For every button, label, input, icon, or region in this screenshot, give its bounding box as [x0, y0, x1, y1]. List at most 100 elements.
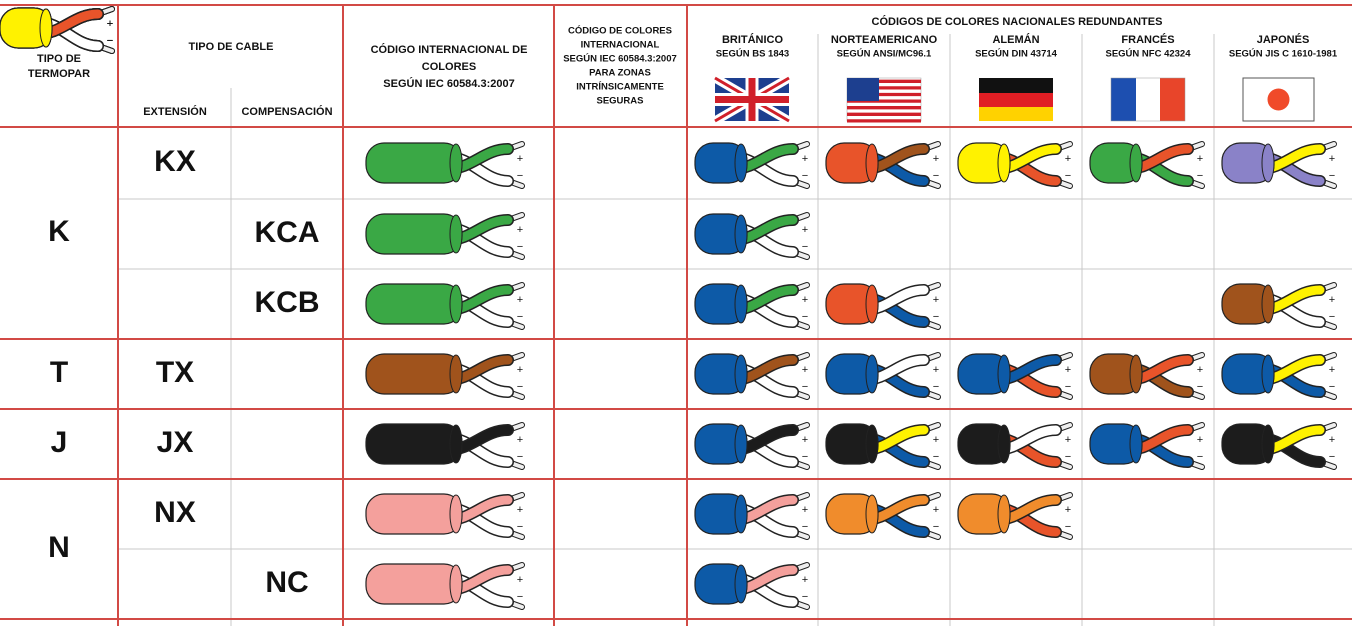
minus-sign: −: [517, 381, 523, 393]
header-label: SEGÚN IEC 60584.3:2007: [383, 77, 514, 90]
jacket-end: [1129, 354, 1143, 394]
country-name: NORTEAMERICANO: [831, 34, 938, 46]
jacket-end: [1261, 284, 1275, 324]
minus-sign: −: [517, 521, 523, 533]
plus-sign: +: [1065, 364, 1071, 376]
header-label: CÓDIGO INTERNACIONAL DE: [371, 43, 528, 56]
cable-icon: +−: [957, 492, 1073, 540]
country-name: JAPONÉS: [1257, 33, 1310, 46]
thermocouple-type: N: [48, 531, 70, 564]
cable-code: JX: [157, 426, 194, 459]
minus-sign: −: [1197, 381, 1203, 393]
jacket-end: [1261, 354, 1275, 394]
cable-icon: +−: [1089, 352, 1205, 400]
cable-icon: +−: [1221, 282, 1337, 330]
minus-sign: −: [933, 311, 939, 323]
plus-sign: +: [1329, 153, 1335, 165]
country-standard: SEGÚN NFC 42324: [1105, 48, 1191, 60]
cable-code: TX: [156, 356, 194, 389]
minus-sign: −: [802, 381, 808, 393]
minus-sign: −: [802, 241, 808, 253]
cable-icon: +−: [694, 282, 810, 330]
header-label: TIPO DE CABLE: [189, 41, 274, 53]
plus-sign: +: [1329, 294, 1335, 306]
jacket-end: [1261, 143, 1275, 183]
jacket: [365, 213, 463, 255]
jacket-end: [734, 214, 748, 254]
plus-sign: +: [933, 504, 939, 516]
jacket-end: [39, 8, 53, 48]
jacket-end: [865, 424, 879, 464]
plus-sign: +: [107, 18, 113, 30]
flag-jp: [1242, 77, 1315, 122]
jacket-end: [734, 564, 748, 604]
cable-icon: +−: [365, 422, 525, 470]
flags: [712, 74, 1315, 125]
minus-sign: −: [1329, 170, 1335, 182]
jacket: [365, 563, 463, 605]
jacket-end: [997, 354, 1011, 394]
plus-sign: +: [802, 434, 808, 446]
plus-sign: +: [517, 364, 523, 376]
plus-sign: +: [1197, 364, 1203, 376]
cable-icon: +−: [694, 212, 810, 260]
plus-sign: +: [1065, 153, 1071, 165]
flag-uk: [712, 74, 792, 125]
plus-sign: +: [107, 18, 113, 30]
minus-sign: −: [1065, 521, 1071, 533]
cable-icon: +−: [365, 562, 525, 610]
plus-sign: +: [1065, 434, 1071, 446]
cable-icon: +−: [694, 422, 810, 470]
plus-sign: +: [933, 294, 939, 306]
minus-sign: −: [933, 451, 939, 463]
plus-sign: +: [1329, 434, 1335, 446]
thermocouple-type: J: [51, 426, 68, 459]
jacket-end: [449, 424, 463, 464]
jacket-end: [865, 284, 879, 324]
jacket-end: [734, 494, 748, 534]
cable-icon: +−: [1221, 422, 1337, 470]
jacket-end: [449, 143, 463, 183]
flag-fr: [1110, 77, 1186, 122]
jacket-end: [997, 143, 1011, 183]
header-label: EXTENSIÓN: [143, 105, 207, 118]
plus-sign: +: [517, 153, 523, 165]
country-name: BRITÁNICO: [722, 33, 784, 46]
minus-sign: −: [1197, 451, 1203, 463]
minus-sign: −: [802, 451, 808, 463]
plus-sign: +: [1197, 153, 1203, 165]
cable-icon: +−: [825, 492, 941, 540]
cable-code: KCB: [255, 286, 320, 319]
jacket-end: [449, 494, 463, 534]
cable-icon: +−: [365, 212, 525, 260]
cable-code: KCA: [255, 216, 320, 249]
cable-icon: +−: [1089, 141, 1205, 189]
jacket-end: [865, 494, 879, 534]
jacket-end: [865, 143, 879, 183]
plus-sign: +: [802, 364, 808, 376]
jacket-end: [1261, 424, 1275, 464]
jacket: [365, 493, 463, 535]
header-label: COMPENSACIÓN: [241, 105, 332, 118]
jacket-end: [449, 214, 463, 254]
cable-icon: +−: [957, 422, 1073, 470]
plus-sign: +: [517, 504, 523, 516]
country-standard: SEGÚN DIN 43714: [975, 48, 1058, 60]
minus-sign: −: [1329, 381, 1335, 393]
header-label: TIPO DE: [37, 53, 81, 65]
country-name: ALEMÁN: [992, 33, 1039, 46]
flag-us: [846, 77, 922, 123]
cable-icon: +−: [365, 282, 525, 330]
header-label: PARA ZONAS: [589, 68, 651, 79]
header-label: COLORES: [422, 61, 476, 73]
plus-sign: +: [802, 504, 808, 516]
plus-sign: +: [517, 294, 523, 306]
minus-sign: −: [517, 241, 523, 253]
flag-de: [979, 78, 1053, 121]
plus-sign: +: [1329, 364, 1335, 376]
minus-sign: −: [1065, 451, 1071, 463]
minus-sign: −: [933, 521, 939, 533]
plus-sign: +: [933, 434, 939, 446]
